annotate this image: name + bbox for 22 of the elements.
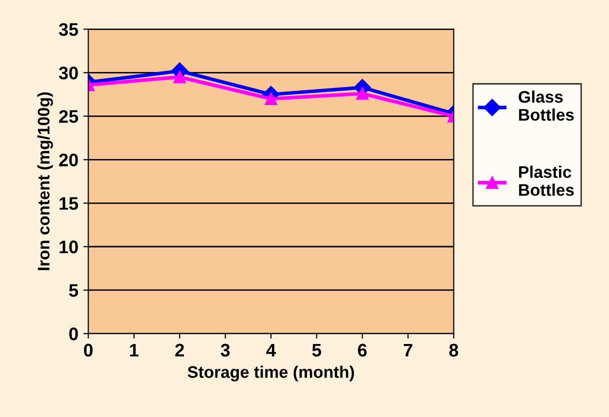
y-axis-title: Iron content (mg/100g) (37, 92, 53, 270)
y-tick-label: 0 (69, 328, 78, 340)
x-tick-label: 3 (220, 344, 230, 357)
x-tick-label: 1 (130, 344, 138, 356)
x-tick-label: 2 (175, 344, 184, 356)
x-axis-title: Storage time (month) (188, 366, 354, 382)
x-tick-label: 0 (84, 344, 93, 357)
x-tick-label: 4 (266, 344, 276, 356)
y-tick-label: 25 (59, 110, 78, 123)
y-tick-label: 20 (59, 154, 78, 166)
y-tick-label: 30 (58, 66, 78, 80)
point (264, 92, 278, 106)
x-tick-label: 5 (312, 344, 322, 357)
legend-label: Glass Bottles (518, 90, 574, 121)
y-tick-label: 10 (60, 240, 78, 254)
legend-label: Plastic Bottles (519, 166, 574, 196)
x-tick-label: 8 (449, 344, 458, 357)
y-tick-label: 5 (69, 284, 78, 297)
y-tick-label: 35 (58, 23, 78, 36)
y-tick-label: 15 (60, 197, 78, 210)
x-tick-label: 6 (358, 344, 367, 357)
x-tick-label: 7 (404, 344, 412, 356)
